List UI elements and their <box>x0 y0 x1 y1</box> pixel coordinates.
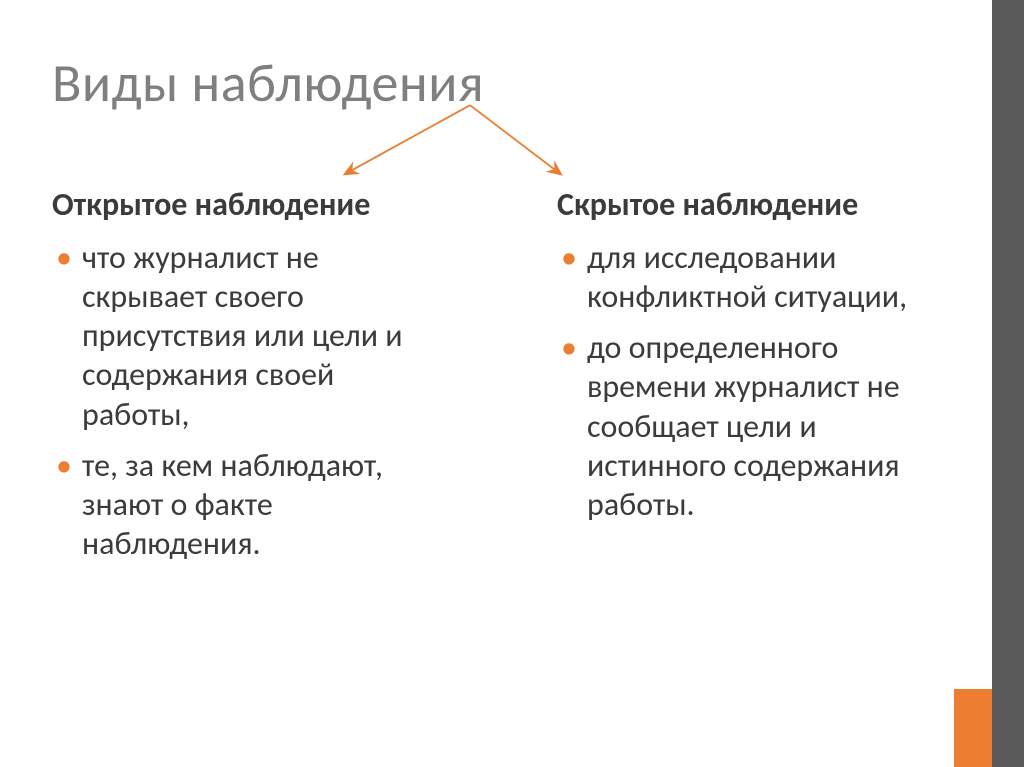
columns: Открытое наблюдение что журналист не скр… <box>52 186 942 575</box>
list-item: те, за кем наблюдают, знают о факте набл… <box>52 446 437 563</box>
list-item: до определенного времени журналист не со… <box>557 328 942 523</box>
left-list: что журналист не скрывает своего присутс… <box>52 238 437 562</box>
right-heading: Скрытое наблюдение <box>557 186 942 224</box>
list-item: для исследовании конфликтной ситуации, <box>557 238 942 316</box>
right-list: для исследовании конфликтной ситуации, д… <box>557 238 942 523</box>
left-heading: Открытое наблюдение <box>52 186 437 224</box>
slide-title: Виды наблюдения <box>52 50 942 116</box>
slide-content: Виды наблюдения Открытое наблюдение что … <box>0 0 992 767</box>
right-column: Скрытое наблюдение для исследовании конф… <box>557 186 942 575</box>
list-item: что журналист не скрывает своего присутс… <box>52 238 437 433</box>
left-column: Открытое наблюдение что журналист не скр… <box>52 186 437 575</box>
side-stripe <box>992 0 1024 767</box>
